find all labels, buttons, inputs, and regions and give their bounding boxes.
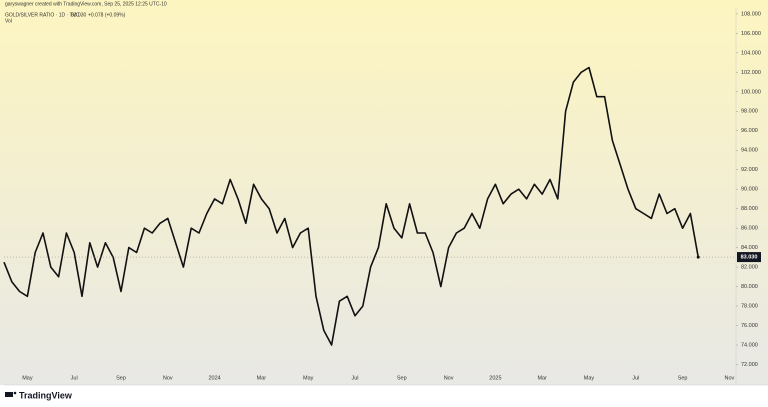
y-tick-label: 84.000 <box>741 245 758 251</box>
x-tick-label: Jul <box>71 375 78 381</box>
y-tick-label: 94.000 <box>741 148 758 154</box>
price-tag <box>737 252 761 263</box>
y-tick-label: 92.000 <box>741 167 758 173</box>
y-tick-label: 82.000 <box>741 265 758 271</box>
x-tick-label: May <box>584 375 595 381</box>
y-tick-label: 108.000 <box>741 11 761 17</box>
y-tick-label: 80.000 <box>741 284 758 290</box>
y-tick-label: 100.000 <box>741 89 761 95</box>
last-price: 83.030 <box>71 12 87 18</box>
x-tick-label: Sep <box>116 375 126 381</box>
volume-label: Vol <box>5 18 12 24</box>
y-tick-label: 88.000 <box>741 206 758 212</box>
x-tick-label: 2024 <box>208 375 220 381</box>
x-tick-label: 2025 <box>489 375 501 381</box>
x-tick-label: Sep <box>397 375 407 381</box>
x-tick-label: May <box>22 375 33 381</box>
x-tick-label: May <box>303 375 314 381</box>
logo-text: TradingView <box>19 390 73 400</box>
x-tick-label: Nov <box>725 375 735 381</box>
change: +0.078 (+0.09%) <box>88 12 126 18</box>
y-tick-label: 104.000 <box>741 50 761 56</box>
last-point <box>696 255 700 259</box>
logo-mark <box>5 392 13 397</box>
logo-mark <box>13 391 17 395</box>
x-tick-label: Jul <box>351 375 358 381</box>
y-tick-label: 90.000 <box>741 187 758 193</box>
attribution: garyswagner created with TradingView.com… <box>5 1 167 7</box>
y-tick-label: 74.000 <box>741 342 758 348</box>
y-tick-label: 106.000 <box>741 31 761 37</box>
x-tick-label: Nov <box>444 375 454 381</box>
y-tick-label: 78.000 <box>741 304 758 310</box>
y-tick-label: 72.000 <box>741 362 758 368</box>
y-tick-label: 102.000 <box>741 70 761 76</box>
x-tick-label: Jul <box>632 375 639 381</box>
x-tick-label: Nov <box>163 375 173 381</box>
symbol: GOLD/SILVER RATIO · 1D · TVC <box>5 12 80 18</box>
x-tick-label: Sep <box>678 375 688 381</box>
price-line <box>3 66 699 346</box>
y-tick-label: 76.000 <box>741 323 758 329</box>
x-tick-label: Mar <box>537 375 547 381</box>
x-tick-label: Mar <box>257 375 267 381</box>
logo: TradingView <box>5 390 73 400</box>
y-tick-label: 86.000 <box>741 226 758 232</box>
y-tick-label: 98.000 <box>741 109 758 115</box>
y-tick-label: 96.000 <box>741 128 758 134</box>
price-tag-label: 83.030 <box>741 255 758 261</box>
background <box>0 0 768 385</box>
